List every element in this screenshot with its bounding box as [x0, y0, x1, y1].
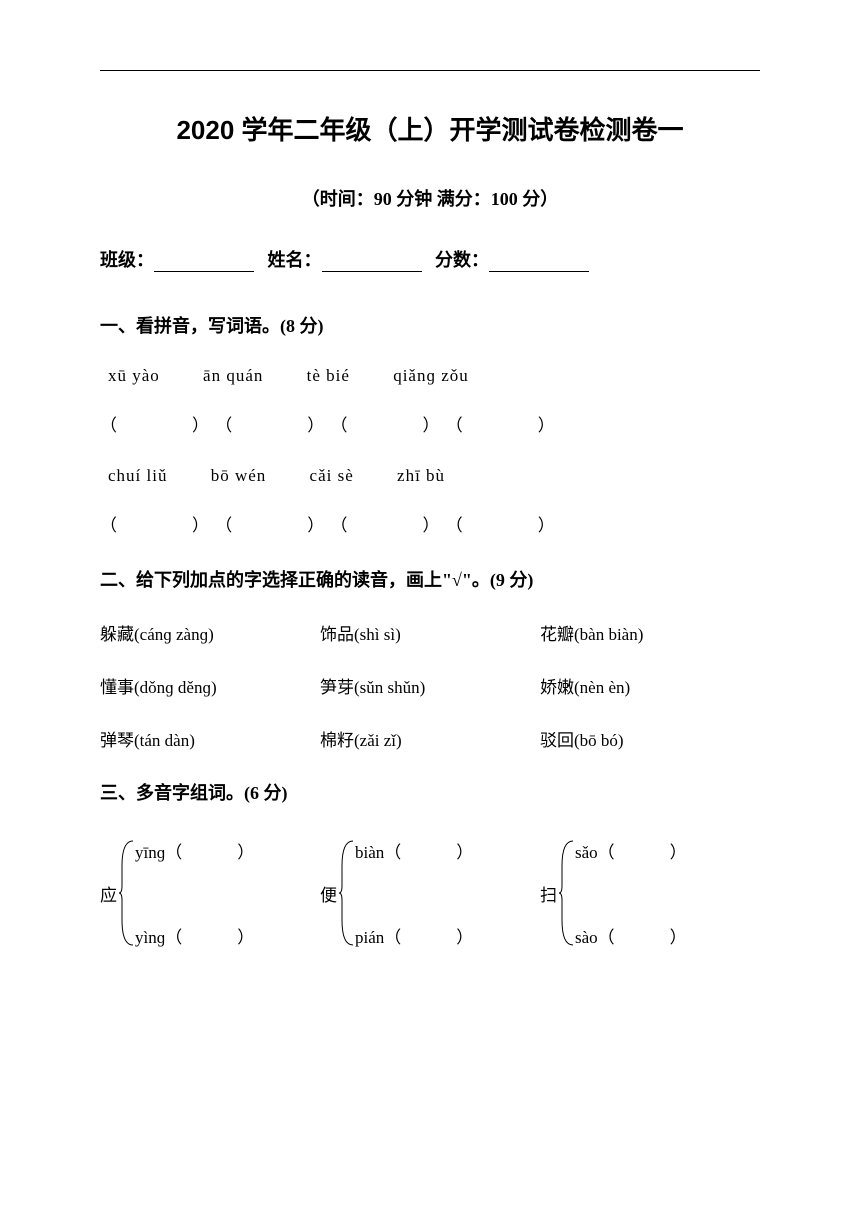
- name-blank[interactable]: [322, 254, 422, 272]
- answer-blank[interactable]: （）: [215, 511, 324, 536]
- section3-header: 三、多音字组词。(6 分): [100, 779, 760, 805]
- q2-row-1: 躲藏(cánɡ zànɡ) 饰品(shì sì) 花瓣(bàn biàn): [100, 620, 760, 645]
- duoyinzi-option[interactable]: yīnɡ（）: [135, 838, 254, 863]
- bracket-icon: [559, 833, 575, 953]
- q2-item[interactable]: 懂事(dǒnɡ děnɡ): [100, 673, 320, 698]
- answer-blank[interactable]: （）: [100, 411, 209, 436]
- q2-item[interactable]: 饰品(shì sì): [320, 620, 540, 645]
- answer-blank[interactable]: （）: [446, 411, 555, 436]
- q2-item[interactable]: 躲藏(cánɡ zànɡ): [100, 620, 320, 645]
- q2-item[interactable]: 棉籽(zǎi zǐ): [320, 726, 540, 751]
- q2-row-3: 弹琴(tán dàn) 棉籽(zǎi zǐ) 驳回(bō bó): [100, 726, 760, 751]
- duoyinzi-option[interactable]: yìnɡ（）: [135, 923, 254, 948]
- page-container: 2020 学年二年级（上）开学测试卷检测卷一 （时间：90 分钟 满分：100 …: [0, 0, 860, 1033]
- duoyinzi-container: 应 yīnɡ（） yìnɡ（） 便 biàn（） pián（）: [100, 833, 760, 953]
- pinyin-group: tè bié: [307, 366, 350, 386]
- duoyinzi-options: sǎo（） sào（）: [575, 838, 687, 948]
- answer-blank[interactable]: （）: [100, 511, 209, 536]
- student-info-line: 班级： 姓名： 分数：: [100, 246, 760, 272]
- pinyin-group: bō wén: [211, 466, 267, 486]
- duoyinzi-options: biàn（） pián（）: [355, 838, 473, 948]
- pinyin-group: qiǎnɡ zǒu: [393, 366, 469, 386]
- q2-item[interactable]: 驳回(bō bó): [540, 726, 760, 751]
- pinyin-group: xū yào: [108, 366, 160, 386]
- duoyinzi-option[interactable]: sǎo（）: [575, 838, 687, 863]
- score-label: 分数：: [435, 250, 489, 270]
- duoyinzi-option[interactable]: biàn（）: [355, 838, 473, 863]
- q2-item[interactable]: 花瓣(bàn biàn): [540, 620, 760, 645]
- duoyinzi-char: 扫: [540, 881, 557, 906]
- pinyin-group: cǎi sè: [310, 466, 354, 486]
- q2-row-2: 懂事(dǒnɡ děnɡ) 笋芽(sǔn shǔn) 娇嫩(nèn èn): [100, 673, 760, 698]
- score-blank[interactable]: [489, 254, 589, 272]
- class-blank[interactable]: [154, 254, 254, 272]
- top-divider: [100, 70, 760, 71]
- class-label: 班级：: [100, 250, 154, 270]
- answer-blank[interactable]: （）: [446, 511, 555, 536]
- section1-header: 一、看拼音，写词语。(8 分): [100, 312, 760, 338]
- q2-item[interactable]: 笋芽(sǔn shǔn): [320, 673, 540, 698]
- answer-blank[interactable]: （）: [331, 511, 440, 536]
- duoyinzi-option[interactable]: sào（）: [575, 923, 687, 948]
- bracket-icon: [119, 833, 135, 953]
- pinyin-row-1: xū yào ān quán tè bié qiǎnɡ zǒu: [100, 366, 760, 386]
- bracket-icon: [339, 833, 355, 953]
- answer-row-2: （） （） （） （）: [100, 511, 760, 536]
- pinyin-group: zhī bù: [397, 466, 445, 486]
- section2-header: 二、给下列加点的字选择正确的读音，画上"√"。(9 分): [100, 566, 760, 592]
- duoyinzi-char: 应: [100, 881, 117, 906]
- answer-blank[interactable]: （）: [215, 411, 324, 436]
- duoyinzi-options: yīnɡ（） yìnɡ（）: [135, 838, 254, 948]
- answer-blank[interactable]: （）: [331, 411, 440, 436]
- answer-row-1: （） （） （） （）: [100, 411, 760, 436]
- pinyin-group: ān quán: [203, 366, 263, 386]
- q2-item[interactable]: 弹琴(tán dàn): [100, 726, 320, 751]
- duoyinzi-option[interactable]: pián（）: [355, 923, 473, 948]
- pinyin-group: chuí liǔ: [108, 466, 167, 486]
- q2-item[interactable]: 娇嫩(nèn èn): [540, 673, 760, 698]
- duoyinzi-group-3: 扫 sǎo（） sào（）: [540, 833, 760, 953]
- pinyin-row-2: chuí liǔ bō wén cǎi sè zhī bù: [100, 466, 760, 486]
- duoyinzi-group-1: 应 yīnɡ（） yìnɡ（）: [100, 833, 320, 953]
- duoyinzi-group-2: 便 biàn（） pián（）: [320, 833, 540, 953]
- exam-title: 2020 学年二年级（上）开学测试卷检测卷一: [100, 111, 760, 150]
- name-label: 姓名：: [268, 250, 322, 270]
- duoyinzi-char: 便: [320, 881, 337, 906]
- exam-subtitle: （时间：90 分钟 满分：100 分）: [100, 185, 760, 211]
